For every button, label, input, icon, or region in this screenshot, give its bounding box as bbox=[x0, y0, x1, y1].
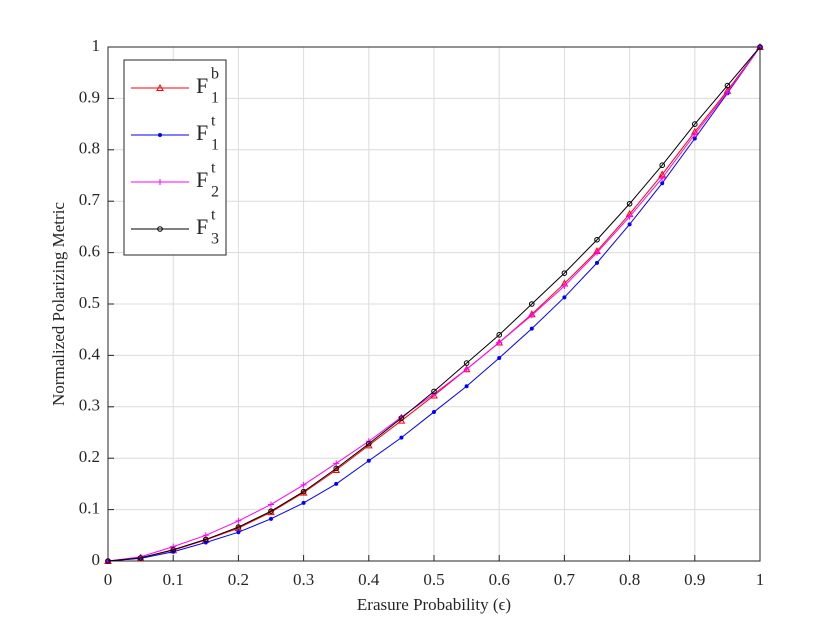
legend-box bbox=[123, 59, 227, 256]
marker bbox=[626, 200, 633, 207]
marker bbox=[170, 543, 177, 550]
marker bbox=[562, 295, 567, 300]
marker bbox=[594, 236, 600, 243]
y-tick-label: 0 bbox=[92, 550, 101, 569]
marker bbox=[692, 121, 698, 127]
marker bbox=[660, 181, 665, 186]
marker bbox=[235, 524, 242, 530]
marker bbox=[366, 441, 372, 447]
legend-sup: t bbox=[211, 113, 216, 130]
marker bbox=[366, 458, 371, 463]
marker bbox=[300, 481, 307, 488]
y-tick-label: 0.6 bbox=[79, 242, 100, 261]
marker bbox=[235, 517, 242, 524]
marker bbox=[594, 249, 600, 256]
marker bbox=[300, 488, 307, 495]
marker bbox=[528, 312, 535, 319]
marker bbox=[497, 355, 502, 360]
y-tick-label: 0.8 bbox=[79, 139, 100, 158]
y-tick-label: 0.5 bbox=[79, 293, 100, 312]
marker bbox=[158, 133, 162, 137]
marker bbox=[561, 270, 568, 276]
legend-label: F bbox=[196, 167, 208, 192]
marker bbox=[203, 536, 209, 543]
legend-sub: 2 bbox=[211, 184, 219, 201]
y-tick-label: 0.2 bbox=[79, 447, 100, 466]
y-tick-label: 0.4 bbox=[79, 344, 101, 363]
marker bbox=[269, 516, 273, 521]
marker bbox=[432, 409, 436, 414]
legend-sup: t bbox=[211, 207, 216, 224]
marker bbox=[137, 555, 144, 561]
x-tick-label: 0.6 bbox=[489, 570, 510, 589]
y-tick-label: 0.9 bbox=[79, 87, 100, 106]
marker bbox=[398, 415, 405, 421]
y-tick-label: 0.1 bbox=[79, 499, 100, 518]
marker bbox=[463, 366, 470, 373]
marker bbox=[757, 44, 763, 50]
plot-frame bbox=[107, 46, 761, 562]
marker bbox=[659, 162, 666, 169]
marker bbox=[399, 435, 404, 440]
x-tick-label: 0 bbox=[104, 570, 113, 589]
x-tick-label: 0.7 bbox=[554, 570, 576, 589]
marker bbox=[431, 388, 437, 395]
marker bbox=[333, 465, 340, 472]
x-tick-label: 1 bbox=[756, 570, 765, 589]
y-tick-label: 0.7 bbox=[79, 190, 101, 209]
marker bbox=[724, 82, 731, 89]
marker bbox=[626, 213, 633, 220]
marker bbox=[157, 179, 163, 185]
marker bbox=[334, 481, 339, 486]
marker bbox=[529, 301, 535, 307]
marker bbox=[268, 508, 274, 514]
marker bbox=[659, 175, 666, 182]
legend-label: F bbox=[196, 120, 208, 145]
x-tick-label: 0.9 bbox=[684, 570, 705, 589]
x-axis-label: Erasure Probability (ϵ) bbox=[357, 595, 511, 614]
legend-label: F bbox=[196, 73, 208, 98]
series-line bbox=[107, 46, 761, 562]
marker bbox=[691, 131, 698, 138]
legend-sub: 1 bbox=[211, 90, 219, 107]
legend-sup: t bbox=[211, 160, 216, 177]
marker bbox=[496, 332, 503, 338]
marker bbox=[595, 260, 599, 265]
legend-sub: 1 bbox=[211, 137, 219, 154]
marker bbox=[627, 222, 632, 227]
marker bbox=[464, 384, 469, 389]
y-tick-label: 0.3 bbox=[79, 396, 100, 415]
marker bbox=[692, 136, 697, 141]
marker bbox=[496, 339, 503, 346]
marker bbox=[724, 89, 731, 96]
y-axis-label: Normalized Polarizing Metric bbox=[49, 202, 68, 406]
marker bbox=[157, 226, 163, 232]
marker bbox=[268, 501, 274, 508]
marker bbox=[333, 460, 340, 467]
x-tick-label: 0.8 bbox=[619, 570, 640, 589]
marker bbox=[561, 283, 568, 290]
marker bbox=[463, 360, 470, 366]
x-tick-label: 0.4 bbox=[358, 570, 380, 589]
x-tick-label: 0.3 bbox=[293, 570, 314, 589]
legend-label: F bbox=[196, 214, 208, 239]
marker bbox=[236, 530, 241, 535]
x-tick-label: 0.5 bbox=[423, 570, 444, 589]
marker bbox=[170, 546, 176, 553]
x-tick-label: 0.1 bbox=[163, 570, 184, 589]
x-tick-label: 0.2 bbox=[228, 570, 249, 589]
marker bbox=[105, 558, 111, 564]
marker bbox=[301, 500, 306, 505]
y-tick-label: 1 bbox=[92, 36, 101, 55]
marker bbox=[529, 326, 534, 331]
marker bbox=[156, 83, 164, 91]
legend-sup: b bbox=[211, 66, 219, 83]
legend-sub: 3 bbox=[211, 231, 219, 248]
